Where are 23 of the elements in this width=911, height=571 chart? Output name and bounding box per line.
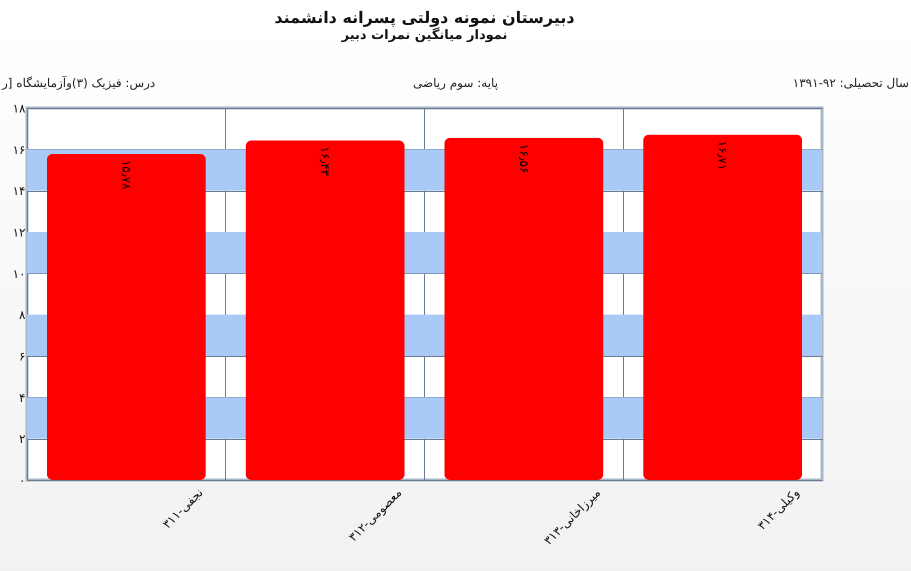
y-tick-label: ۲ xyxy=(19,432,26,446)
y-tick-label: ۱۶ xyxy=(12,142,26,157)
y-tick-label: ۸ xyxy=(19,308,26,322)
text: ۱۵٫۷۸ xyxy=(119,160,134,190)
x-tick-label: معصومی-۳۱۲ xyxy=(346,486,404,544)
x-tick-label: وکیلی-۳۱۴ xyxy=(754,486,802,533)
y-tick-label: ۱۲ xyxy=(12,226,26,240)
y-tick-label: ۱۸ xyxy=(12,102,26,116)
text: ۱۶٫۵۶ xyxy=(516,144,531,174)
text: سال تحصیلی: ۹۲-۱۳۹۱ xyxy=(792,76,909,90)
text: ۱۶٫۷۱ xyxy=(716,140,730,170)
y-tick-label: ۱۰ xyxy=(12,266,26,281)
text: ۱۶٫۴۳ xyxy=(318,146,332,176)
y-tick-label: ۱۴ xyxy=(12,184,26,198)
x-tick-label: میرزاخانی-۳۱۳ xyxy=(541,486,604,548)
y-tick-label: ۶ xyxy=(19,350,26,364)
text: پایه: سوم ریاضی xyxy=(412,76,498,90)
text: درس: فیزیک (۳)وآزمایشگاه [ر xyxy=(2,76,156,90)
y-tick-label: ۴ xyxy=(19,390,26,405)
chart-subtitle: نمودار میانگین نمرات دبیر xyxy=(340,27,508,43)
x-tick-label: نجفی-۳۱۱ xyxy=(160,486,206,532)
y-tick-label: ۰ xyxy=(19,474,26,488)
chart-title: دبیرستان نمونه دولتی پسرانه دانشمند xyxy=(274,8,575,27)
